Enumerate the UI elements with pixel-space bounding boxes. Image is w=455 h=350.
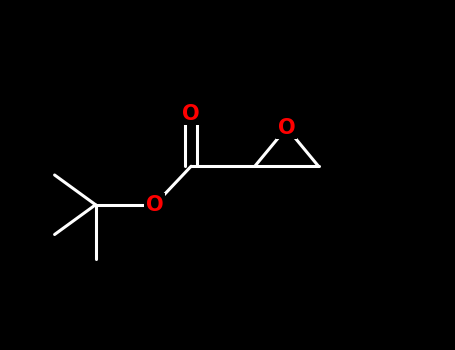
Text: O: O (278, 118, 295, 138)
Text: O: O (182, 104, 200, 124)
Text: O: O (146, 195, 163, 215)
